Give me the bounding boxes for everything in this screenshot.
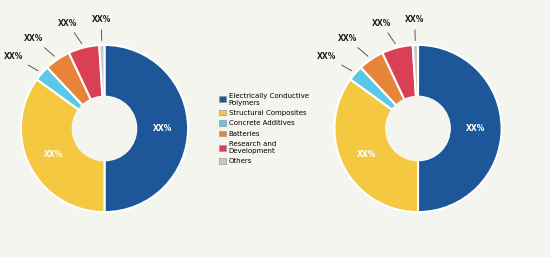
- Wedge shape: [69, 45, 102, 100]
- Wedge shape: [361, 53, 404, 105]
- Wedge shape: [37, 68, 82, 110]
- Wedge shape: [47, 53, 91, 105]
- Wedge shape: [350, 68, 396, 110]
- Text: XX%: XX%: [405, 15, 424, 41]
- Wedge shape: [21, 79, 104, 212]
- Wedge shape: [412, 45, 418, 97]
- Circle shape: [73, 97, 136, 160]
- Wedge shape: [334, 79, 418, 212]
- Text: XX%: XX%: [24, 34, 54, 56]
- Text: XX%: XX%: [466, 124, 485, 133]
- Wedge shape: [99, 45, 104, 97]
- Text: XX%: XX%: [152, 124, 172, 133]
- Text: XX%: XX%: [91, 15, 111, 41]
- Legend: Electrically Conductive
Polymers, Structural Composites, Concrete Additives, Bat: Electrically Conductive Polymers, Struct…: [217, 90, 311, 167]
- Circle shape: [386, 97, 450, 160]
- Text: XX%: XX%: [4, 52, 38, 71]
- Text: XX%: XX%: [43, 150, 63, 159]
- Text: XX%: XX%: [58, 19, 82, 44]
- Wedge shape: [382, 45, 416, 100]
- Wedge shape: [104, 45, 188, 212]
- Text: XX%: XX%: [372, 19, 395, 44]
- Text: XX%: XX%: [357, 150, 376, 159]
- Wedge shape: [418, 45, 502, 212]
- Text: XX%: XX%: [317, 52, 351, 71]
- Text: XX%: XX%: [338, 34, 368, 56]
